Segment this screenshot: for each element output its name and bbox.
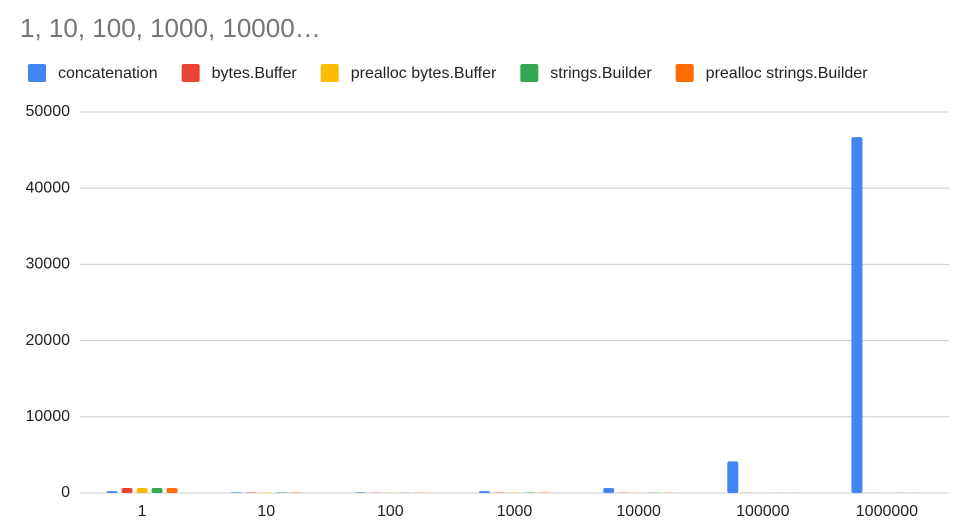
x-tick-label: 1	[138, 503, 147, 520]
bar	[136, 488, 148, 493]
y-tick-label: 20000	[26, 332, 71, 349]
x-tick-label: 1000	[497, 503, 533, 520]
bar	[603, 488, 615, 493]
bar	[230, 492, 242, 493]
x-tick-label: 100000	[736, 503, 789, 520]
bar	[166, 488, 178, 493]
legend-swatch	[181, 64, 200, 82]
legend-swatch	[520, 64, 539, 82]
x-tick-label: 10	[257, 503, 275, 520]
x-tick-label: 1000000	[856, 503, 918, 520]
y-tick-label: 40000	[26, 179, 71, 196]
bar	[479, 491, 490, 493]
legend-label: bytes.Buffer	[212, 65, 298, 82]
chart-title: 1, 10, 100, 1000, 10000…	[20, 13, 321, 43]
legend-label: prealloc strings.Builder	[706, 65, 869, 82]
legend-swatch	[320, 64, 339, 82]
legend-label: prealloc bytes.Buffer	[351, 65, 497, 82]
x-tick-label: 100	[377, 503, 404, 520]
bar	[106, 491, 118, 493]
bar	[151, 488, 163, 493]
y-tick-label: 0	[61, 484, 70, 501]
y-tick-label: 10000	[26, 408, 71, 425]
bar	[727, 461, 739, 493]
bar	[121, 488, 133, 493]
x-tick-label: 10000	[616, 503, 661, 520]
legend-swatch	[28, 64, 46, 82]
legend-swatch	[675, 64, 694, 82]
legend-label: strings.Builder	[550, 65, 652, 82]
bar	[354, 492, 366, 493]
y-tick-label: 30000	[26, 256, 71, 273]
y-tick-label: 50000	[26, 103, 71, 120]
legend-label: concatenation	[58, 65, 158, 82]
bar	[851, 137, 863, 493]
